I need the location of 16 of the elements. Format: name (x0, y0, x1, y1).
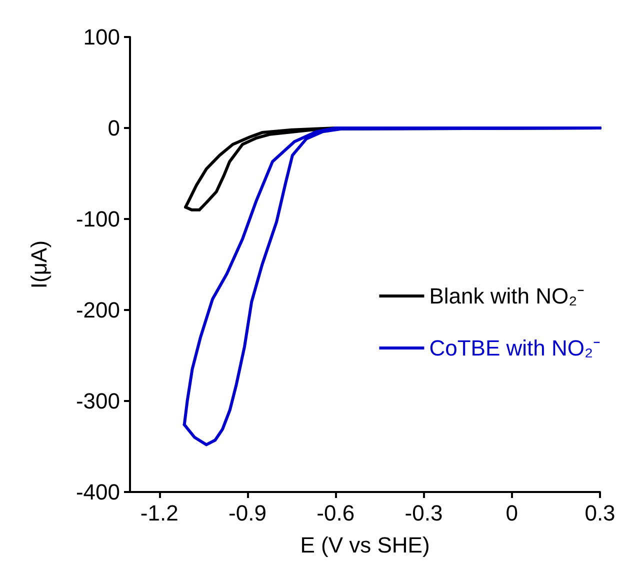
x-axis-title: E (V vs SHE) (300, 532, 430, 558)
x-tick-label: -0.9 (228, 500, 266, 526)
y-tick-label: -400 (76, 480, 120, 504)
x-tick-label: 0 (506, 500, 518, 526)
y-tick-label: -200 (76, 298, 120, 322)
y-tick-label: -100 (76, 206, 120, 232)
y-axis-title: I(μA) (26, 240, 52, 289)
x-tick-label: -0.3 (404, 500, 443, 526)
y-tick-label: -300 (76, 388, 120, 414)
x-tick-label: -0.6 (316, 500, 355, 526)
x-tick-label: 0.3 (584, 500, 616, 526)
y-tick-label: 100 (83, 24, 120, 50)
legend-label: Blank with NO₂⁻ (429, 284, 584, 308)
legend-label: CoTBE with NO₂⁻ (429, 336, 600, 360)
x-tick-label: -1.2 (140, 500, 178, 526)
y-tick-label: 0 (108, 116, 120, 140)
